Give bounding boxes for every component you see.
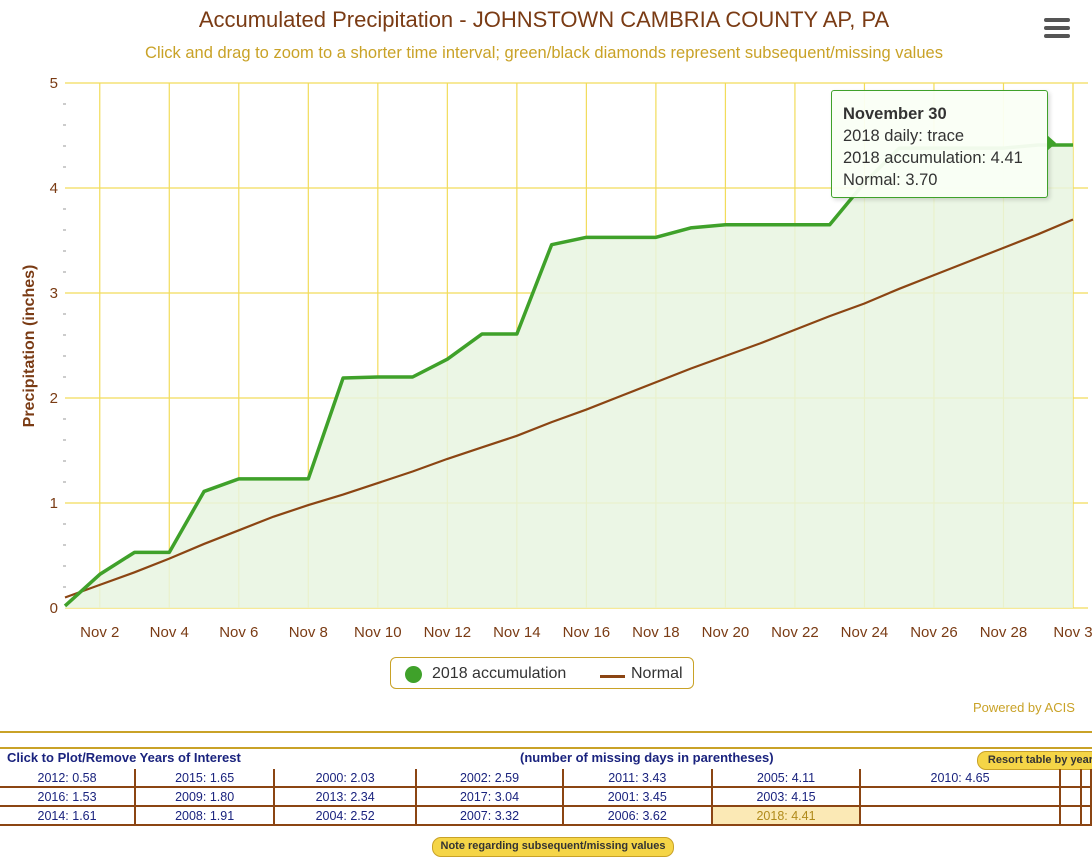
chart-legend: 2018 accumulation Normal xyxy=(390,657,694,689)
x-tick-label: Nov 6 xyxy=(219,624,258,641)
normal-series-line xyxy=(64,218,1074,599)
year-cell xyxy=(1059,806,1083,826)
y-tick-label: 0 xyxy=(50,600,58,617)
year-cell[interactable]: 2010: 4.65 xyxy=(860,769,1061,788)
year-cell[interactable]: 2013: 2.34 xyxy=(274,787,418,807)
year-cell[interactable]: 2001: 3.45 xyxy=(562,787,713,807)
missing-days-note: (number of missing days in parentheses) xyxy=(520,750,774,765)
chart-subtitle: Click and drag to zoom to a shorter time… xyxy=(145,44,943,62)
x-tick-label: Nov 10 xyxy=(354,624,402,641)
year-cell[interactable]: 2014: 1.61 xyxy=(0,806,137,826)
year-cell[interactable]: 2005: 4.11 xyxy=(711,769,862,788)
year-cell[interactable]: 2002: 2.59 xyxy=(416,769,564,788)
x-tick-label: Nov 28 xyxy=(980,624,1028,641)
x-tick-label: Nov 3 xyxy=(1053,624,1092,641)
accumulation-area xyxy=(65,144,1073,608)
year-cell[interactable]: 2004: 2.52 xyxy=(274,806,418,826)
powered-by-link[interactable]: Powered by ACIS xyxy=(973,700,1075,715)
y-tick-label: 3 xyxy=(50,285,58,302)
x-tick-label: Nov 18 xyxy=(632,624,680,641)
year-cell[interactable]: 2011: 3.43 xyxy=(562,769,713,788)
legend-label-accumulation: 2018 accumulation xyxy=(432,665,567,682)
hamburger-menu-icon[interactable] xyxy=(1044,18,1070,40)
resort-table-button[interactable]: Resort table by year xyxy=(977,751,1092,770)
year-cell xyxy=(1081,787,1092,807)
x-tick-label: Nov 4 xyxy=(150,624,189,641)
tooltip-pointer xyxy=(1047,135,1056,151)
y-minor-ticks xyxy=(63,103,66,588)
year-cell[interactable]: 2016: 1.53 xyxy=(0,787,137,807)
y-tick-labels: 0 1 2 3 4 5 xyxy=(50,75,58,617)
legend-line-icon xyxy=(600,675,625,678)
year-cell xyxy=(1059,769,1083,788)
tooltip: November 30 2018 daily: trace 2018 accum… xyxy=(831,90,1048,198)
x-tick-label: Nov 12 xyxy=(424,624,472,641)
x-tick-label: Nov 26 xyxy=(910,624,958,641)
year-cell[interactable]: 2015: 1.65 xyxy=(135,769,276,788)
legend-dot-icon xyxy=(405,666,422,683)
plot-years-header[interactable]: Click to Plot/Remove Years of Interest xyxy=(7,750,241,765)
x-tick-label: Nov 16 xyxy=(563,624,611,641)
note-button[interactable]: Note regarding subsequent/missing values xyxy=(432,837,674,857)
year-cell xyxy=(860,806,1061,826)
year-cell[interactable]: 2007: 3.32 xyxy=(416,806,564,826)
table-row: 2012: 0.58 2015: 1.65 2000: 2.03 2002: 2.59… xyxy=(0,769,1092,788)
year-cell[interactable]: 2018: 4.41 xyxy=(711,806,862,826)
year-cell[interactable]: 2000: 2.03 xyxy=(274,769,418,788)
chart-title: Accumulated Precipitation - JOHNSTOWN CA… xyxy=(198,7,890,32)
y-tick-label: 4 xyxy=(50,180,58,197)
year-cell[interactable]: 2003: 4.15 xyxy=(711,787,862,807)
divider xyxy=(0,747,1092,749)
table-row: 2016: 1.53 2009: 1.80 2013: 2.34 2017: 3.04… xyxy=(0,787,1092,807)
x-tick-label: Nov 22 xyxy=(771,624,819,641)
year-cell[interactable]: 2008: 1.91 xyxy=(135,806,276,826)
x-tick-label: Nov 2 xyxy=(80,624,119,641)
x-tick-label: Nov 24 xyxy=(841,624,889,641)
legend-label-normal: Normal xyxy=(631,665,683,682)
table-row: 2014: 1.61 2008: 1.91 2004: 2.52 2007: 3.32… xyxy=(0,806,1092,826)
year-cell xyxy=(1081,769,1092,788)
year-cell[interactable]: 2017: 3.04 xyxy=(416,787,564,807)
years-table: 2012: 0.58 2015: 1.65 2000: 2.03 2002: 2.59… xyxy=(0,769,1092,826)
year-cell[interactable]: 2009: 1.80 xyxy=(135,787,276,807)
x-tick-label: Nov 14 xyxy=(493,624,541,641)
tooltip-accumulation: 2018 accumulation: 4.41 xyxy=(843,149,1023,167)
year-cell[interactable]: 2006: 3.62 xyxy=(562,806,713,826)
year-cell xyxy=(1059,787,1083,807)
tooltip-daily: 2018 daily: trace xyxy=(843,127,965,145)
x-tick-labels: Nov 2 Nov 4 Nov 6 Nov 8 Nov 10 Nov 12 Nov 14 No… xyxy=(80,624,1092,641)
tooltip-date: November 30 xyxy=(843,105,947,123)
x-tick-label: Nov 20 xyxy=(702,624,750,641)
year-cell xyxy=(860,787,1061,807)
y-axis-label: Precipitation (inches) xyxy=(21,265,38,428)
year-cell[interactable]: 2012: 0.58 xyxy=(0,769,137,788)
divider xyxy=(0,731,1092,733)
y-tick-label: 5 xyxy=(50,75,58,92)
y-tick-label: 2 xyxy=(50,390,58,407)
x-tick-label: Nov 8 xyxy=(289,624,328,641)
tooltip-normal: Normal: 3.70 xyxy=(843,171,938,189)
y-tick-label: 1 xyxy=(50,495,58,512)
year-cell xyxy=(1081,806,1092,826)
